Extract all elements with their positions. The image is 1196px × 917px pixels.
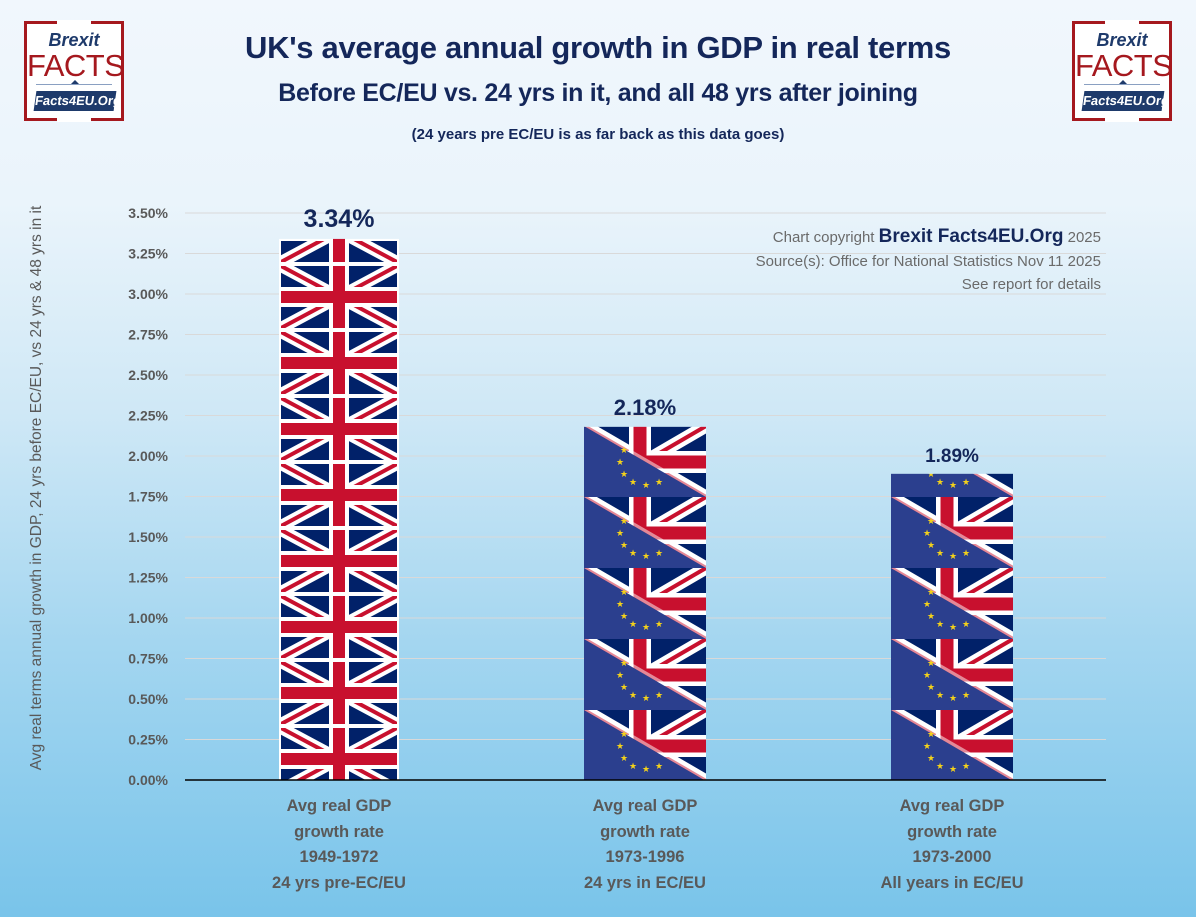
y-tick-label: 2.75% [128, 327, 168, 343]
y-tick-label: 3.25% [128, 246, 168, 262]
x-category-line: 24 yrs in EC/EU [584, 873, 706, 892]
y-tick-label: 1.75% [128, 489, 168, 505]
bars [279, 238, 1013, 781]
x-category-line: 1973-2000 [912, 848, 992, 866]
copyright-brand: Brexit Facts4EU.Org [878, 226, 1064, 247]
logo-brexit-text: Brexit [1096, 30, 1148, 50]
logo-facts-text: FACTS [1075, 48, 1173, 83]
copyright-line: Chart copyright Brexit Facts4EU.Org 2025 [773, 226, 1101, 248]
y-tick-label: 0.25% [128, 732, 168, 748]
copyright-year: 2025 [1063, 229, 1101, 246]
logo-caret-icon [71, 80, 79, 84]
x-category-line: growth rate [907, 822, 997, 841]
bar [891, 473, 1013, 780]
chart-note: (24 years pre EC/EU is as far back as th… [411, 126, 785, 143]
y-tick-label: 0.50% [128, 691, 168, 707]
copyright-prefix: Chart copyright [772, 229, 879, 246]
bar [279, 238, 399, 781]
x-category-line: 1949-1972 [299, 848, 379, 866]
y-axis-ticks: 0.00% 0.25% 0.50% 0.75% 1.00% 1.25% 1.50% 1.75%… [128, 205, 168, 788]
chart-subtitle: Before EC/EU vs. 24 yrs in it, and all 4… [278, 79, 918, 107]
data-labels: 3.34% 2.18% 1.89% [304, 205, 979, 467]
x-category-label: Avg real GDP growth rate 1973-1996 24 yr… [535, 794, 755, 896]
y-tick-label: 0.75% [128, 651, 168, 667]
x-category-line: All years in EC/EU [880, 873, 1024, 892]
y-tick-label: 2.25% [128, 408, 168, 424]
logo-border-gap [57, 117, 91, 122]
y-tick-label: 0.00% [128, 772, 168, 788]
chart-title: UK's average annual growth in GDP in rea… [245, 30, 951, 65]
bar-value-label: 3.34% [304, 205, 375, 233]
x-category-line: Avg real GDP [899, 797, 1005, 815]
y-tick-label: 3.50% [128, 205, 168, 221]
x-category-line: Avg real GDP [592, 797, 698, 815]
y-tick-label: 3.00% [128, 286, 168, 302]
y-tick-label: 1.00% [128, 610, 168, 626]
y-tick-label: 2.50% [128, 367, 168, 383]
x-category-label: Avg real GDP growth rate 1949-1972 24 yr… [229, 794, 449, 896]
x-category-line: Avg real GDP [286, 797, 392, 815]
y-tick-label: 1.50% [128, 529, 168, 545]
brexit-facts-logo-left: Brexit FACTS Facts4EU.Org [24, 20, 125, 122]
details-line: See report for details [961, 276, 1101, 293]
logo-caret-icon [1119, 80, 1127, 84]
x-category-line: 24 yrs pre-EC/EU [272, 873, 406, 892]
logo-brexit-text: Brexit [48, 30, 100, 50]
x-category-line: growth rate [294, 822, 384, 841]
logo-divider [1084, 84, 1160, 85]
logo-border-gap [57, 20, 91, 25]
x-category-line: growth rate [600, 822, 690, 841]
logo-border-gap [1105, 117, 1139, 122]
bar [584, 426, 706, 780]
logo-divider [36, 84, 112, 85]
brexit-facts-logo-right: Brexit FACTS Facts4EU.Org [1072, 20, 1173, 122]
bar-value-label: 2.18% [614, 395, 676, 420]
y-tick-label: 1.25% [128, 570, 168, 586]
y-tick-label: 2.00% [128, 448, 168, 464]
x-category-line: 1973-1996 [605, 848, 685, 866]
logo-facts-text: FACTS [27, 48, 125, 83]
source-line: Source(s): Office for National Statistic… [755, 253, 1101, 270]
logo-border-gap [1105, 20, 1139, 25]
x-category-label: Avg real GDP growth rate 1973-2000 All y… [842, 794, 1062, 896]
bar-value-label: 1.89% [925, 446, 979, 467]
